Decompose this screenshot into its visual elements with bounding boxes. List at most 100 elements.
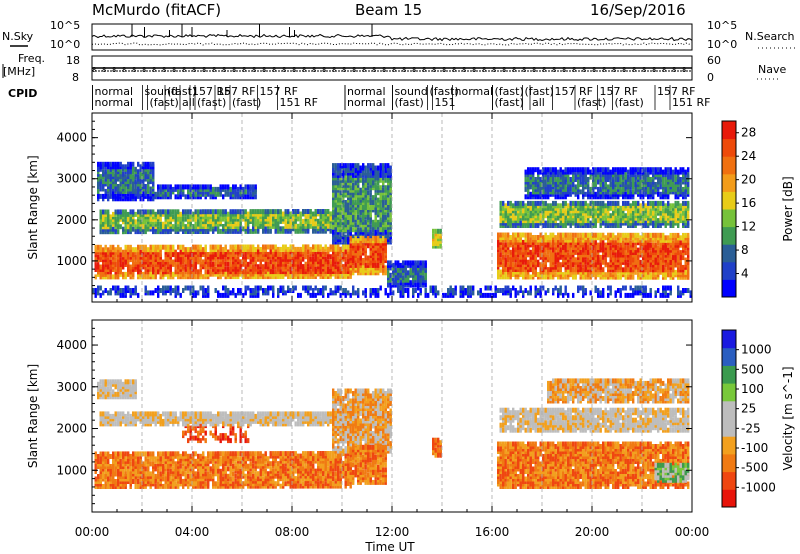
data-cell	[152, 221, 155, 227]
data-cell	[149, 271, 152, 277]
data-cell	[99, 252, 102, 258]
data-cell	[609, 232, 612, 238]
data-cell	[187, 214, 190, 220]
data-cell	[582, 247, 585, 253]
data-cell	[214, 209, 217, 215]
data-cell	[257, 264, 260, 270]
data-cell	[167, 261, 170, 267]
data-cell	[389, 217, 392, 223]
data-cell	[634, 245, 637, 251]
data-cell	[584, 264, 587, 270]
data-cell	[274, 209, 277, 215]
data-cell	[369, 229, 372, 235]
data-cell	[389, 200, 392, 205]
data-cell	[162, 209, 165, 215]
data-cell	[119, 257, 122, 263]
data-cell	[602, 200, 605, 206]
data-cell	[397, 260, 400, 266]
data-cell	[124, 224, 127, 230]
data-cell	[269, 249, 272, 255]
cpid-label-19: (fast)	[495, 85, 524, 98]
data-cell	[582, 232, 585, 238]
data-cell	[552, 247, 555, 253]
data-cell	[504, 274, 507, 280]
data-cell	[627, 232, 630, 238]
data-cell	[299, 221, 302, 227]
data-cell	[349, 253, 352, 258]
data-cell	[567, 264, 570, 270]
data-cell	[374, 182, 377, 188]
data-cell	[102, 252, 105, 258]
data-cell	[367, 205, 370, 210]
data-cell	[389, 282, 392, 288]
data-cell	[524, 203, 527, 209]
data-cell	[99, 193, 102, 199]
data-cell	[132, 186, 135, 192]
data-cell	[622, 240, 625, 246]
freq-marker: 8	[652, 66, 656, 74]
data-cell	[377, 170, 380, 176]
freq-marker: 8	[582, 66, 586, 74]
data-cell	[129, 209, 132, 215]
data-cell	[364, 238, 367, 244]
data-cell	[104, 169, 107, 175]
data-cell	[604, 203, 607, 209]
data-cell	[639, 250, 642, 256]
data-cell	[359, 187, 362, 193]
freq-marker: 8	[462, 66, 466, 74]
data-cell	[529, 232, 532, 238]
data-cell	[189, 209, 192, 215]
data-cell	[232, 251, 235, 257]
data-cell	[214, 252, 217, 257]
data-cell	[224, 209, 227, 215]
data-cell	[209, 269, 212, 275]
data-cell	[132, 166, 135, 172]
data-cell	[382, 163, 385, 169]
data-cell	[344, 261, 347, 267]
freq-label-line1: Freq.	[18, 52, 45, 65]
data-cell	[547, 267, 550, 273]
data-cell	[229, 228, 232, 234]
data-cell	[119, 252, 122, 258]
data-cell	[194, 184, 197, 190]
data-cell	[199, 224, 202, 229]
data-cell	[114, 247, 117, 253]
data-cell	[364, 165, 367, 171]
data-cell	[337, 180, 340, 186]
data-cell	[582, 267, 585, 273]
data-cell	[377, 165, 380, 171]
data-cell	[314, 266, 317, 272]
data-cell	[172, 259, 175, 265]
data-cell	[587, 257, 590, 263]
data-cell	[114, 267, 117, 272]
data-cell	[364, 262, 367, 268]
data-cell	[537, 235, 540, 240]
data-cell	[419, 260, 422, 266]
freq-marker: 8	[502, 66, 506, 74]
data-cell	[127, 244, 130, 250]
data-cell	[174, 224, 177, 230]
cpid-label-4: (fast)	[167, 85, 196, 98]
data-cell	[324, 256, 327, 262]
data-cell	[227, 191, 230, 197]
data-cell	[179, 184, 182, 190]
data-cell	[179, 249, 182, 255]
data-cell	[122, 171, 125, 177]
data-cell	[587, 237, 590, 243]
data-cell	[617, 245, 620, 251]
data-cell	[107, 181, 110, 187]
data-cell	[327, 246, 330, 252]
data-cell	[679, 250, 682, 256]
data-cell	[604, 215, 607, 221]
data-cell	[334, 264, 337, 270]
freq-marker: 8	[512, 66, 516, 74]
data-cell	[107, 169, 110, 175]
data-cell	[509, 235, 512, 240]
data-cell	[122, 226, 125, 232]
data-cell	[612, 232, 615, 238]
data-cell	[307, 249, 310, 255]
data-cell	[414, 282, 417, 288]
freq-marker: 8	[682, 66, 686, 74]
data-cell	[237, 221, 240, 227]
data-cell	[152, 161, 155, 167]
